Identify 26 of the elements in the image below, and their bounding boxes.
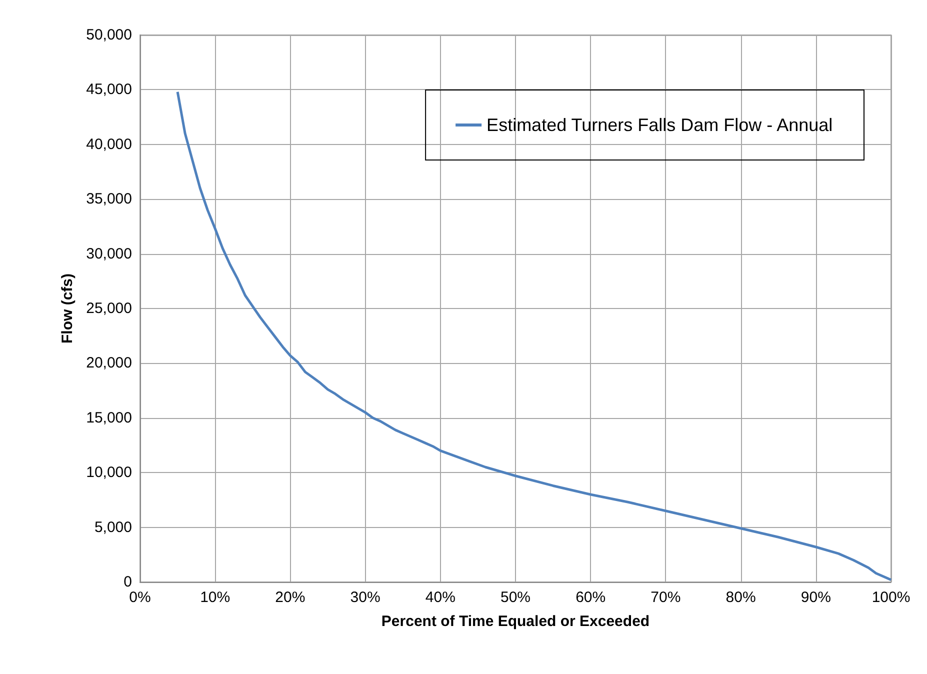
y-tick-label: 5,000: [94, 518, 132, 536]
x-tick-label: 0%: [129, 589, 151, 606]
x-tick-label: 50%: [500, 589, 531, 606]
y-tick-label: 10,000: [86, 464, 132, 482]
y-tick-label: 30,000: [86, 245, 132, 262]
y-tick-label: 35,000: [86, 190, 132, 208]
line-series: [176, 90, 892, 582]
x-axis-title: Percent of Time Equaled or Exceeded: [381, 613, 650, 630]
y-tick-label: 50,000: [86, 26, 132, 44]
y-tick-label: 45,000: [86, 81, 132, 98]
x-tick-label: 80%: [726, 589, 756, 606]
x-tick-label: 20%: [275, 589, 306, 606]
y-tick-label: 25,000: [86, 300, 132, 317]
x-tick-label: 90%: [800, 589, 831, 606]
legend-label: Estimated Turners Falls Dam Flow - Annual: [486, 115, 833, 135]
x-tick-label: 70%: [650, 589, 681, 606]
x-tick-label: 40%: [425, 589, 456, 606]
y-axis-title: Flow (cfs): [59, 274, 76, 344]
x-tick-label: 100%: [872, 589, 910, 606]
y-tick-label: 40,000: [86, 136, 132, 153]
x-tick-label: 30%: [350, 589, 380, 606]
x-tick-label: 10%: [200, 589, 230, 606]
x-tick-label: 60%: [576, 589, 606, 606]
y-tick-label: 15,000: [86, 409, 132, 426]
y-tick-label: 0: [124, 574, 132, 590]
y-tick-label: 20,000: [86, 354, 132, 372]
